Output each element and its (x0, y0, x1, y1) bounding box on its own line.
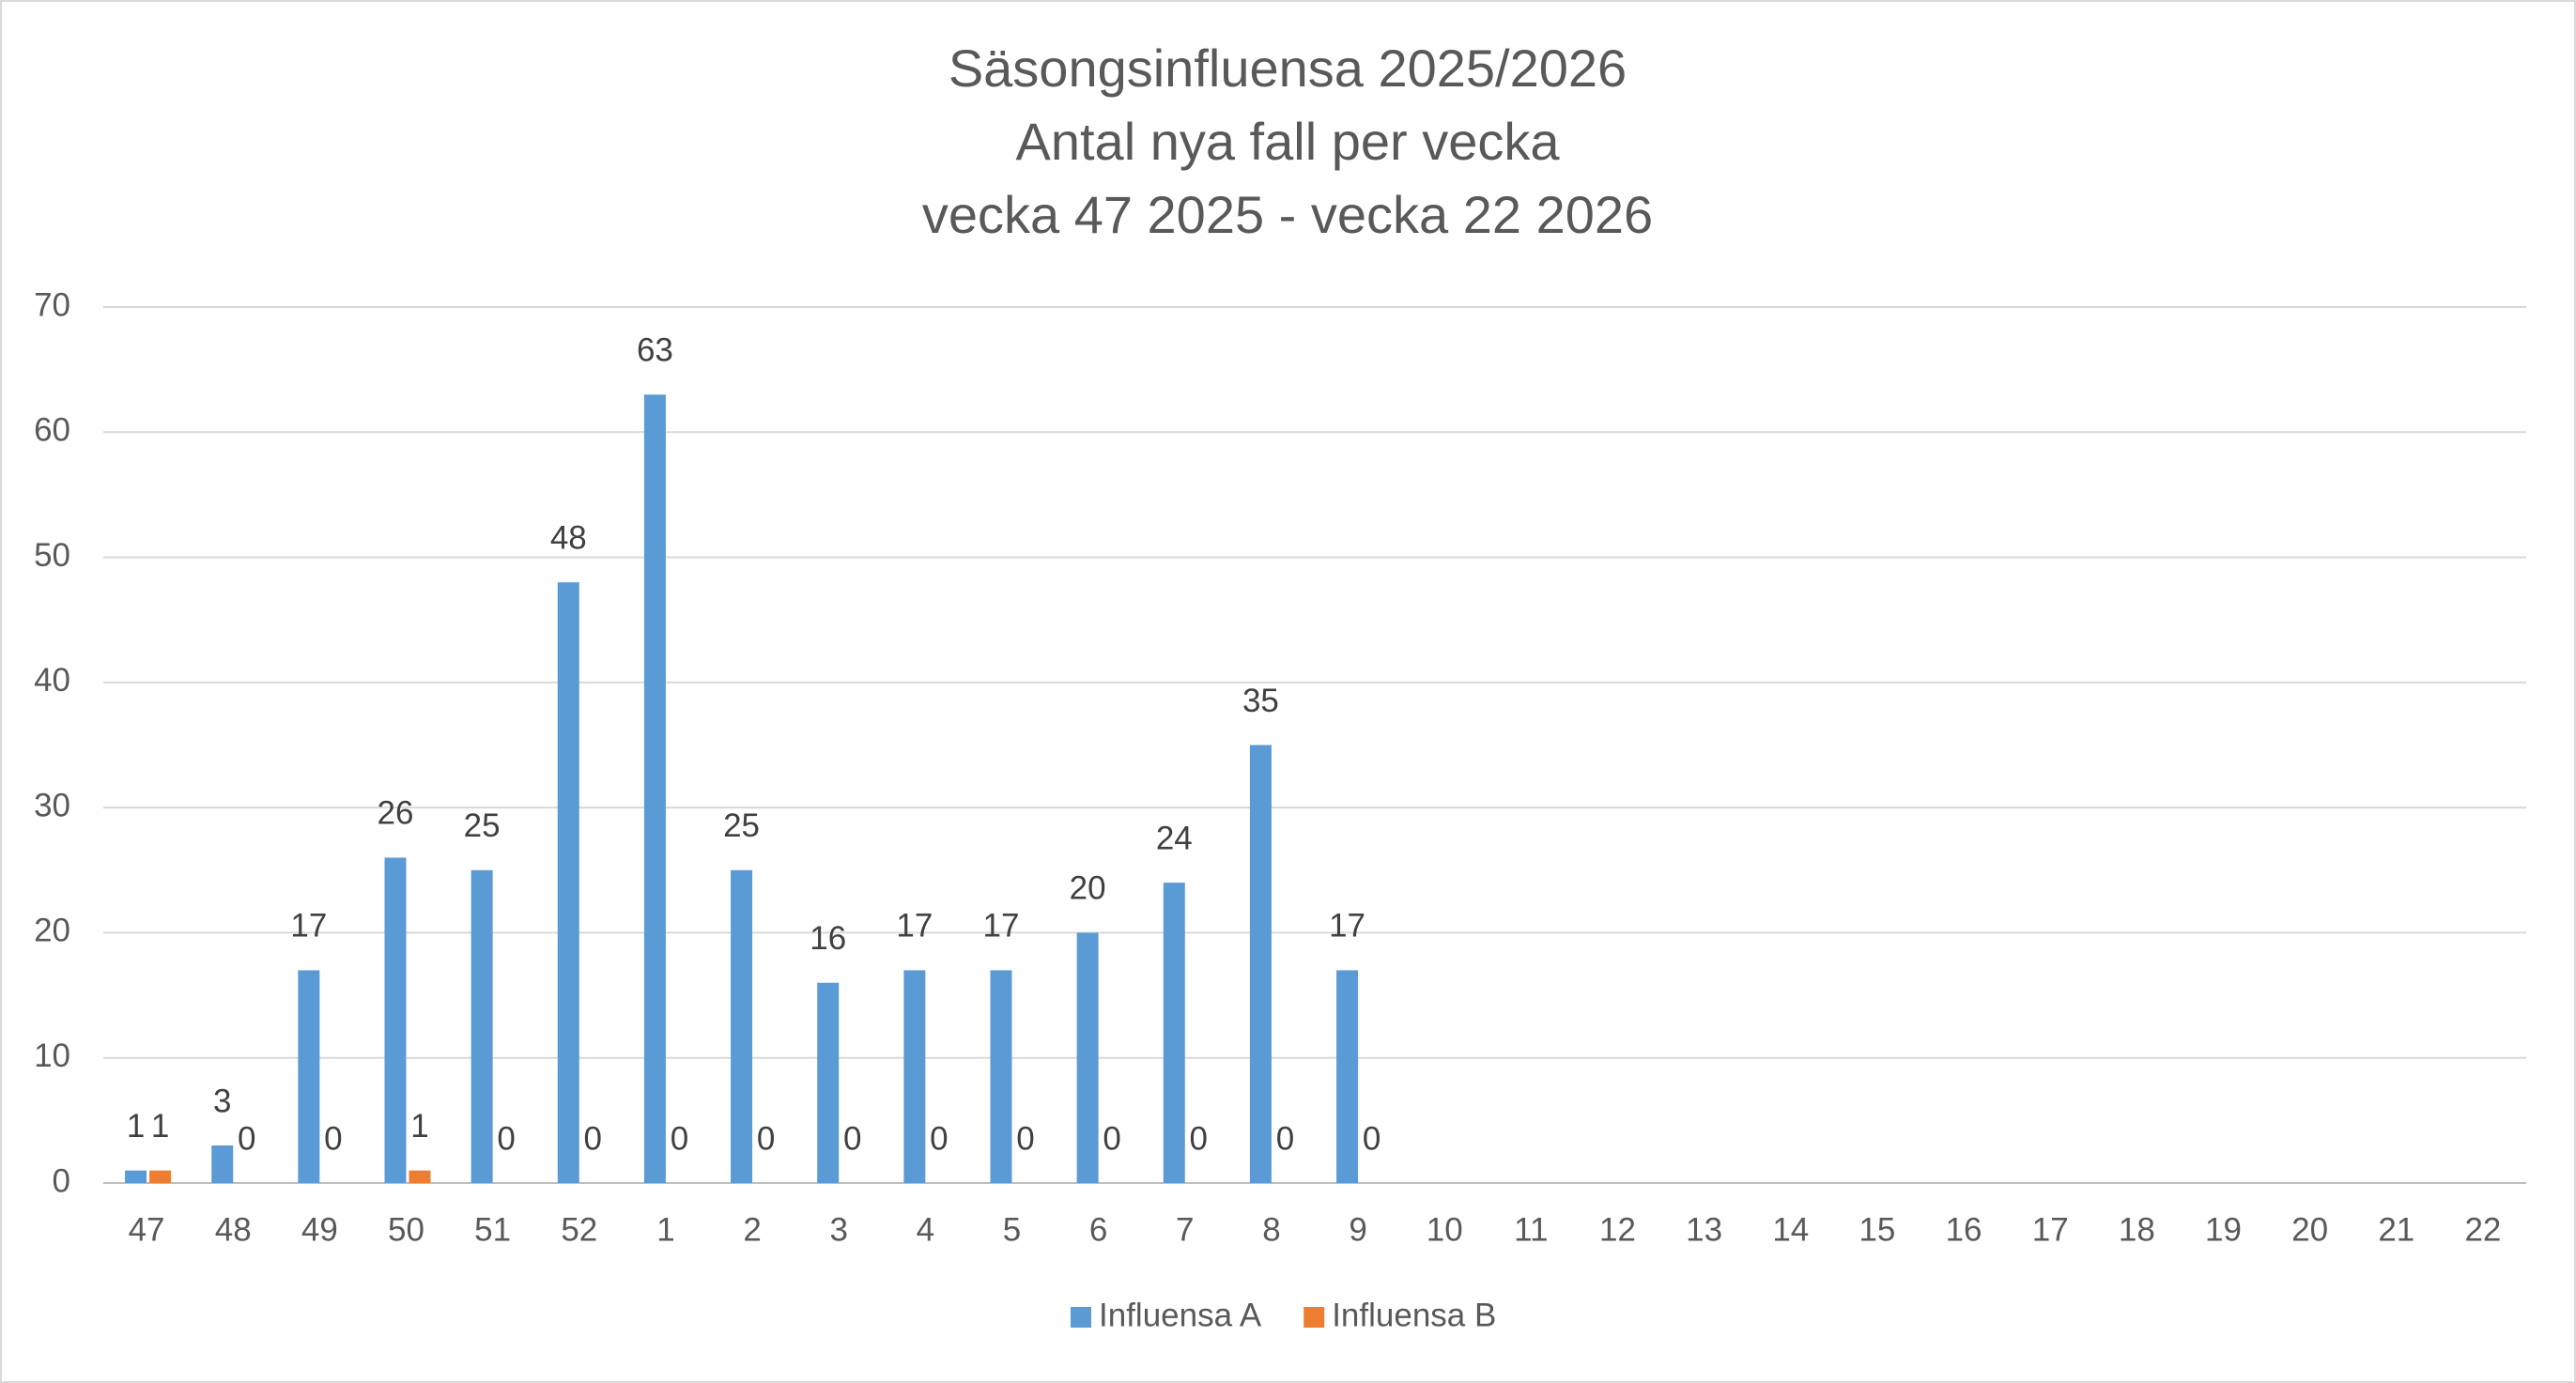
y-tick-label: 50 (34, 537, 70, 574)
x-tick-label: 16 (1946, 1211, 1982, 1248)
data-label: 35 (1242, 683, 1279, 719)
x-tick-label: 12 (1599, 1211, 1636, 1248)
y-tick-label: 60 (34, 412, 70, 449)
x-tick-label: 21 (2378, 1211, 2414, 1248)
bar (1336, 970, 1359, 1183)
x-tick-label: 22 (2464, 1211, 2501, 1248)
x-tick-label: 51 (474, 1211, 511, 1248)
bar (643, 394, 666, 1183)
legend-label: Influensa A (1099, 1297, 1262, 1333)
data-label: 1 (151, 1108, 169, 1145)
bar (409, 1170, 431, 1183)
x-tick-label: 19 (2205, 1211, 2242, 1248)
data-label: 0 (671, 1120, 688, 1157)
x-tick-label: 49 (301, 1211, 338, 1248)
data-label: 48 (550, 519, 587, 556)
data-label: 17 (1329, 908, 1365, 945)
y-tick-label: 20 (34, 913, 70, 949)
data-label: 20 (1070, 870, 1106, 907)
x-tick-label: 17 (2032, 1211, 2069, 1248)
bar (384, 857, 407, 1183)
bar (990, 970, 1012, 1183)
x-tick-label: 1 (656, 1211, 674, 1248)
legend-label: Influensa B (1332, 1297, 1496, 1333)
bar (903, 970, 926, 1183)
x-tick-label: 4 (917, 1211, 934, 1248)
data-label: 1 (410, 1108, 428, 1145)
data-label: 0 (930, 1120, 948, 1157)
data-label: 3 (213, 1083, 231, 1119)
x-tick-label: 52 (561, 1211, 597, 1248)
data-label: 0 (1190, 1120, 1208, 1157)
y-tick-label: 0 (53, 1162, 70, 1199)
data-label: 0 (1103, 1120, 1120, 1157)
data-label: 1 (127, 1108, 145, 1145)
bar (557, 582, 579, 1183)
bar (470, 869, 493, 1183)
data-label: 0 (324, 1120, 342, 1157)
chart-title: vecka 47 2025 - vecka 22 2026 (922, 185, 1653, 244)
data-label: 0 (757, 1120, 775, 1157)
bar (731, 869, 753, 1183)
data-label: 25 (464, 807, 501, 844)
x-tick-label: 10 (1427, 1211, 1463, 1248)
data-label: 0 (843, 1120, 861, 1157)
x-tick-label: 50 (388, 1211, 424, 1248)
bar (149, 1170, 172, 1183)
x-tick-label: 11 (1514, 1211, 1548, 1248)
y-tick-label: 10 (34, 1037, 70, 1074)
y-tick-label: 30 (34, 787, 70, 823)
legend-marker (1303, 1307, 1325, 1328)
y-tick-label: 70 (34, 286, 70, 323)
x-tick-label: 6 (1089, 1211, 1107, 1248)
x-tick-label: 13 (1686, 1211, 1722, 1248)
bar (817, 982, 840, 1183)
data-label: 0 (584, 1120, 602, 1157)
data-label: 0 (1016, 1120, 1034, 1157)
data-label: 17 (896, 908, 933, 945)
data-label: 0 (1276, 1120, 1294, 1157)
data-label: 0 (1363, 1120, 1381, 1157)
y-tick-label: 40 (34, 662, 70, 699)
x-tick-label: 18 (2119, 1211, 2155, 1248)
bar (1076, 932, 1099, 1183)
data-label: 16 (810, 920, 846, 957)
x-tick-label: 48 (215, 1211, 252, 1248)
data-label: 24 (1156, 820, 1193, 856)
x-tick-label: 7 (1176, 1211, 1194, 1248)
x-tick-label: 8 (1262, 1211, 1280, 1248)
x-tick-label: 5 (1003, 1211, 1021, 1248)
data-label: 63 (637, 332, 673, 369)
x-tick-label: 47 (129, 1211, 165, 1248)
chart-title: Antal nya fall per vecka (1016, 112, 1561, 171)
x-tick-label: 14 (1772, 1211, 1809, 1248)
data-label: 0 (497, 1120, 515, 1157)
x-tick-label: 9 (1349, 1211, 1366, 1248)
legend-marker (1071, 1307, 1091, 1328)
data-label: 26 (378, 795, 414, 832)
bar (1163, 883, 1185, 1183)
data-label: 0 (238, 1120, 255, 1157)
x-tick-label: 20 (2291, 1211, 2328, 1248)
x-tick-label: 15 (1859, 1211, 1895, 1248)
bar (298, 970, 320, 1183)
data-label: 25 (723, 807, 760, 844)
x-tick-label: 2 (743, 1211, 761, 1248)
x-tick-label: 3 (829, 1211, 847, 1248)
bar (211, 1145, 234, 1183)
data-label: 17 (983, 908, 1020, 945)
bar (1249, 745, 1272, 1183)
chart-title: Säsongsinfluensa 2025/2026 (949, 38, 1627, 98)
data-label: 17 (290, 908, 327, 945)
bar (125, 1170, 147, 1183)
